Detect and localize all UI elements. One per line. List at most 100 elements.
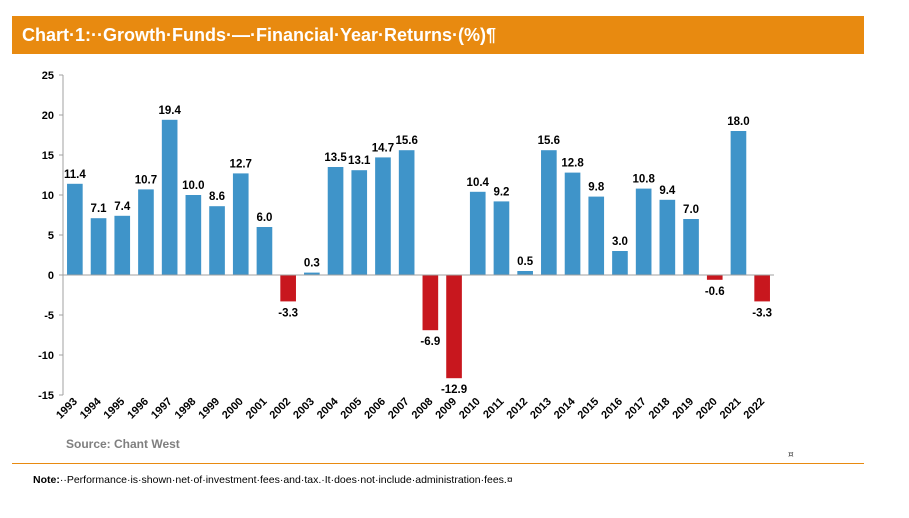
x-tick-label: 2016 bbox=[599, 396, 625, 422]
bar bbox=[256, 227, 273, 275]
bar bbox=[351, 170, 368, 275]
y-tick-label: 15 bbox=[42, 150, 54, 162]
bar bbox=[754, 275, 770, 302]
bar bbox=[683, 219, 699, 275]
x-tick-label: 2002 bbox=[267, 396, 293, 422]
data-label: 18.0 bbox=[727, 116, 749, 128]
chart-header-bar: Chart·1:··Growth·Funds·—·Financial·Year·… bbox=[12, 16, 864, 54]
x-tick-label: 2021 bbox=[718, 396, 744, 422]
data-label: -3.3 bbox=[278, 307, 298, 319]
data-label: 15.6 bbox=[395, 135, 417, 147]
x-tick-label: 2012 bbox=[504, 396, 530, 422]
data-label: 11.4 bbox=[64, 169, 86, 181]
data-label: -6.9 bbox=[420, 336, 440, 348]
x-tick-label: 2013 bbox=[528, 396, 554, 422]
data-label: -3.3 bbox=[752, 307, 772, 319]
bar bbox=[280, 275, 296, 302]
data-label: 0.3 bbox=[304, 258, 320, 270]
data-label: 9.8 bbox=[588, 182, 605, 194]
x-tick-label: 2010 bbox=[457, 396, 483, 422]
x-tick-label: 2009 bbox=[433, 396, 459, 422]
bar bbox=[564, 172, 581, 275]
data-label: 15.6 bbox=[538, 135, 560, 147]
x-tick-label: 2003 bbox=[291, 396, 317, 422]
source-label: Source: Chant West bbox=[66, 437, 180, 451]
x-tick-label: 2004 bbox=[315, 395, 341, 421]
y-tick-label: -5 bbox=[44, 310, 54, 322]
bar bbox=[422, 275, 439, 331]
bar bbox=[209, 206, 225, 275]
bar bbox=[114, 215, 131, 275]
bar bbox=[185, 195, 202, 275]
data-label: 3.0 bbox=[612, 236, 628, 248]
footnote-label: Note: bbox=[33, 474, 60, 486]
data-label: -12.9 bbox=[441, 384, 467, 396]
data-label: 12.7 bbox=[230, 158, 252, 170]
x-tick-label: 1999 bbox=[196, 396, 222, 422]
data-label: 10.4 bbox=[467, 177, 490, 189]
x-tick-label: 1997 bbox=[149, 396, 175, 422]
x-tick-label: 2017 bbox=[623, 396, 649, 422]
data-label: 10.0 bbox=[182, 180, 204, 192]
y-tick-label: 5 bbox=[48, 230, 54, 242]
x-tick-label: 2005 bbox=[339, 396, 365, 422]
data-label: 7.0 bbox=[683, 204, 699, 216]
x-tick-label: 2008 bbox=[410, 396, 436, 422]
x-tick-label: 2011 bbox=[481, 396, 506, 421]
data-label: 12.8 bbox=[561, 158, 584, 170]
data-label: 10.8 bbox=[632, 174, 655, 186]
y-tick-label: -15 bbox=[38, 390, 54, 402]
bar bbox=[304, 272, 320, 275]
data-label: 9.4 bbox=[659, 185, 676, 197]
bar bbox=[493, 201, 510, 275]
bar bbox=[327, 167, 344, 275]
bar bbox=[398, 150, 415, 275]
footnote-text: ··Performance·is·shown·net·of·investment… bbox=[59, 474, 513, 486]
data-label: 0.5 bbox=[517, 256, 534, 268]
bar bbox=[138, 189, 154, 275]
data-label: 19.4 bbox=[158, 105, 181, 117]
bar bbox=[588, 196, 605, 275]
x-tick-label: 1993 bbox=[54, 396, 80, 422]
data-label: 13.5 bbox=[324, 152, 347, 164]
bar bbox=[517, 271, 533, 275]
x-tick-label: 2019 bbox=[670, 396, 696, 422]
data-label: 7.4 bbox=[114, 201, 131, 213]
x-tick-label: 2006 bbox=[362, 396, 388, 422]
x-tick-label: 2007 bbox=[386, 396, 412, 422]
data-label: 7.1 bbox=[91, 203, 108, 215]
bar bbox=[90, 218, 107, 275]
bar bbox=[659, 199, 676, 275]
x-tick-label: 1994 bbox=[78, 395, 104, 421]
bar bbox=[612, 251, 628, 275]
data-label: 9.2 bbox=[493, 186, 509, 198]
x-tick-label: 2018 bbox=[647, 396, 673, 422]
bar bbox=[232, 173, 249, 275]
data-label: 8.6 bbox=[209, 191, 225, 203]
x-tick-label: 2015 bbox=[576, 396, 602, 422]
x-tick-label: 1998 bbox=[173, 396, 199, 422]
x-tick-label: 2022 bbox=[741, 396, 767, 422]
y-tick-label: -10 bbox=[38, 350, 54, 362]
data-label: 10.7 bbox=[135, 174, 157, 186]
y-tick-label: 25 bbox=[42, 70, 54, 82]
y-tick-label: 10 bbox=[42, 190, 54, 202]
bar bbox=[730, 131, 747, 275]
footnote: Note:··Performance·is·shown·net·of·inves… bbox=[33, 474, 513, 486]
x-tick-label: 1996 bbox=[125, 396, 151, 422]
bar bbox=[469, 191, 486, 275]
note-divider bbox=[12, 463, 864, 464]
bar bbox=[67, 183, 83, 275]
bar bbox=[446, 275, 462, 379]
x-tick-label: 2020 bbox=[694, 396, 720, 422]
data-label: 13.1 bbox=[348, 155, 371, 167]
end-of-cell-mark: ¤ bbox=[788, 450, 794, 460]
bar bbox=[375, 157, 391, 275]
y-tick-label: 0 bbox=[48, 270, 54, 282]
data-label: -0.6 bbox=[705, 286, 725, 298]
x-tick-label: 2001 bbox=[244, 396, 270, 422]
bar bbox=[541, 150, 557, 275]
x-tick-label: 2014 bbox=[552, 395, 578, 421]
bar bbox=[635, 188, 652, 275]
